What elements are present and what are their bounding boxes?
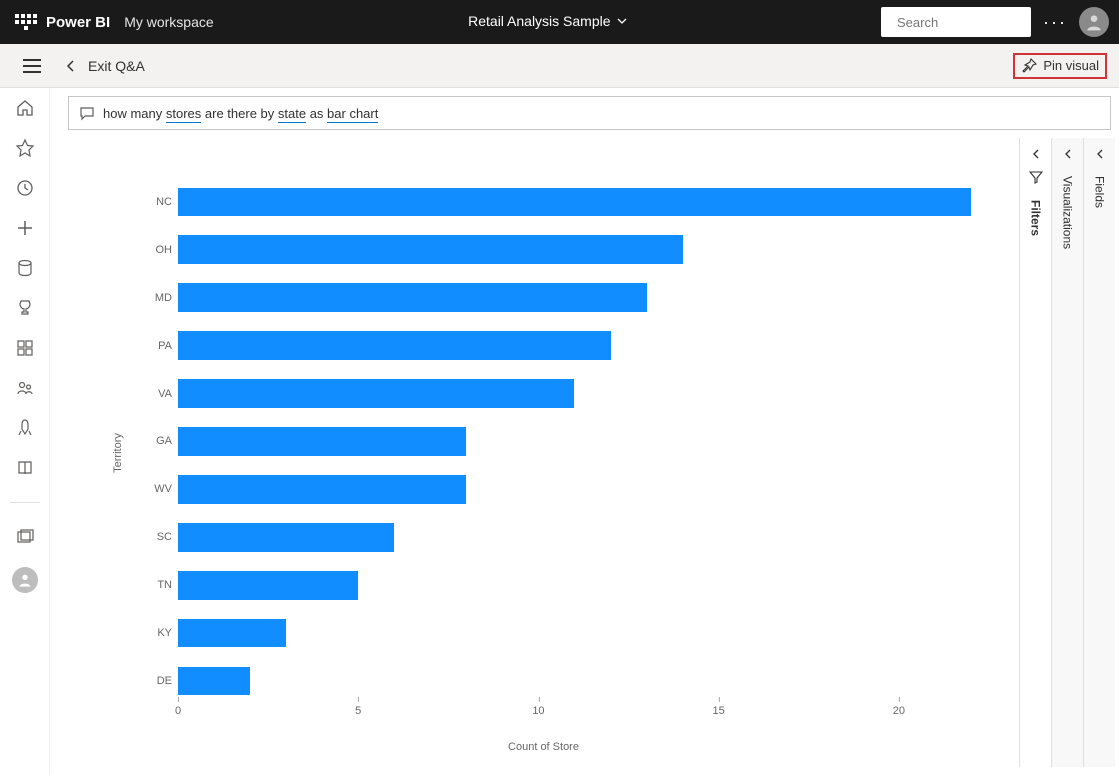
chart-area: Territory NCOHMDPAVAGAWVSCTNKYDE 0510152… — [68, 138, 1019, 767]
bar[interactable] — [178, 379, 574, 408]
search-box[interactable] — [881, 7, 1031, 37]
pin-visual-button[interactable]: Pin visual — [1013, 53, 1107, 79]
bar[interactable] — [178, 283, 647, 312]
bar[interactable] — [178, 235, 683, 264]
sub-header: Exit Q&A Pin visual — [0, 44, 1119, 88]
pin-icon — [1021, 58, 1037, 74]
pin-visual-label: Pin visual — [1043, 58, 1099, 73]
recent-icon[interactable] — [15, 178, 35, 198]
deployment-icon[interactable] — [15, 418, 35, 438]
bar[interactable] — [178, 475, 466, 504]
filter-icon — [1029, 170, 1043, 184]
chat-icon — [79, 105, 95, 121]
chevron-left-icon[interactable] — [1094, 148, 1106, 160]
report-title-dropdown[interactable]: Retail Analysis Sample — [468, 13, 626, 29]
right-panes: Filters Visualizations Fields — [1019, 138, 1115, 767]
bar-category-label: MD — [148, 292, 172, 304]
bar-row: OH — [178, 226, 989, 274]
bar-category-label: KY — [148, 627, 172, 639]
bar[interactable] — [178, 331, 611, 360]
qa-query-text: how many stores are there by state as ba… — [103, 106, 378, 121]
bar-category-label: TN — [148, 579, 172, 591]
my-workspace-icon[interactable] — [12, 567, 38, 593]
bar[interactable] — [178, 619, 286, 648]
y-axis-label: Territory — [112, 433, 124, 473]
bar-row: MD — [178, 274, 989, 322]
back-icon[interactable] — [64, 59, 78, 73]
app-launcher-icon[interactable] — [14, 10, 38, 34]
left-nav-rail — [0, 88, 50, 775]
main-area: how many stores are there by state as ba… — [50, 88, 1119, 775]
visualizations-label: Visualizations — [1061, 176, 1075, 249]
create-icon[interactable] — [15, 218, 35, 238]
bar[interactable] — [178, 188, 971, 217]
home-icon[interactable] — [15, 98, 35, 118]
bars-region: NCOHMDPAVAGAWVSCTNKYDE — [178, 178, 989, 705]
bar-category-label: PA — [148, 340, 172, 352]
x-tick: 15 — [713, 705, 725, 717]
exit-qa-button[interactable]: Exit Q&A — [88, 58, 145, 74]
report-title-text: Retail Analysis Sample — [468, 13, 610, 29]
chevron-left-icon[interactable] — [1030, 148, 1042, 160]
bar-category-label: WV — [148, 483, 172, 495]
bar-category-label: VA — [148, 388, 172, 400]
nav-toggle-icon[interactable] — [23, 59, 41, 73]
bar-category-label: NC — [148, 196, 172, 208]
workspace-label[interactable]: My workspace — [124, 14, 213, 30]
learn-icon[interactable] — [15, 458, 35, 478]
user-avatar[interactable] — [1079, 7, 1109, 37]
x-axis-label: Count of Store — [508, 741, 579, 753]
bar-row: DE — [178, 657, 989, 705]
bar-row: WV — [178, 465, 989, 513]
chevron-down-icon — [617, 16, 627, 26]
bar-row: KY — [178, 609, 989, 657]
x-axis: 0 5 10 15 20 — [178, 705, 989, 725]
favorites-icon[interactable] — [15, 138, 35, 158]
brand-label: Power BI — [46, 14, 110, 31]
bar-category-label: GA — [148, 435, 172, 447]
bar-row: TN — [178, 561, 989, 609]
shared-icon[interactable] — [15, 378, 35, 398]
fields-label: Fields — [1093, 176, 1107, 208]
x-tick: 0 — [175, 705, 181, 717]
person-icon — [1084, 12, 1104, 32]
x-tick: 10 — [532, 705, 544, 717]
bar[interactable] — [178, 427, 466, 456]
x-tick: 20 — [893, 705, 905, 717]
apps-icon[interactable] — [15, 338, 35, 358]
bar-category-label: OH — [148, 244, 172, 256]
bar-row: PA — [178, 322, 989, 370]
goals-icon[interactable] — [15, 298, 35, 318]
bar-row: VA — [178, 370, 989, 418]
person-icon — [17, 572, 33, 588]
more-options-icon[interactable]: ··· — [1043, 12, 1067, 33]
bar-row: NC — [178, 178, 989, 226]
visualizations-pane[interactable]: Visualizations — [1051, 138, 1083, 767]
bar-category-label: SC — [148, 531, 172, 543]
bar-row: SC — [178, 513, 989, 561]
chevron-left-icon[interactable] — [1062, 148, 1074, 160]
bar-row: GA — [178, 418, 989, 466]
fields-pane[interactable]: Fields — [1083, 138, 1115, 767]
x-tick: 5 — [355, 705, 361, 717]
filters-label: Filters — [1029, 200, 1043, 236]
qa-input-box[interactable]: how many stores are there by state as ba… — [68, 96, 1111, 130]
filters-pane[interactable]: Filters — [1019, 138, 1051, 767]
bar-category-label: DE — [148, 675, 172, 687]
datasets-icon[interactable] — [15, 258, 35, 278]
bar[interactable] — [178, 571, 358, 600]
top-header: Power BI My workspace Retail Analysis Sa… — [0, 0, 1119, 44]
workspaces-icon[interactable] — [15, 527, 35, 547]
bar[interactable] — [178, 667, 250, 696]
rail-divider — [10, 502, 40, 503]
bar[interactable] — [178, 523, 394, 552]
